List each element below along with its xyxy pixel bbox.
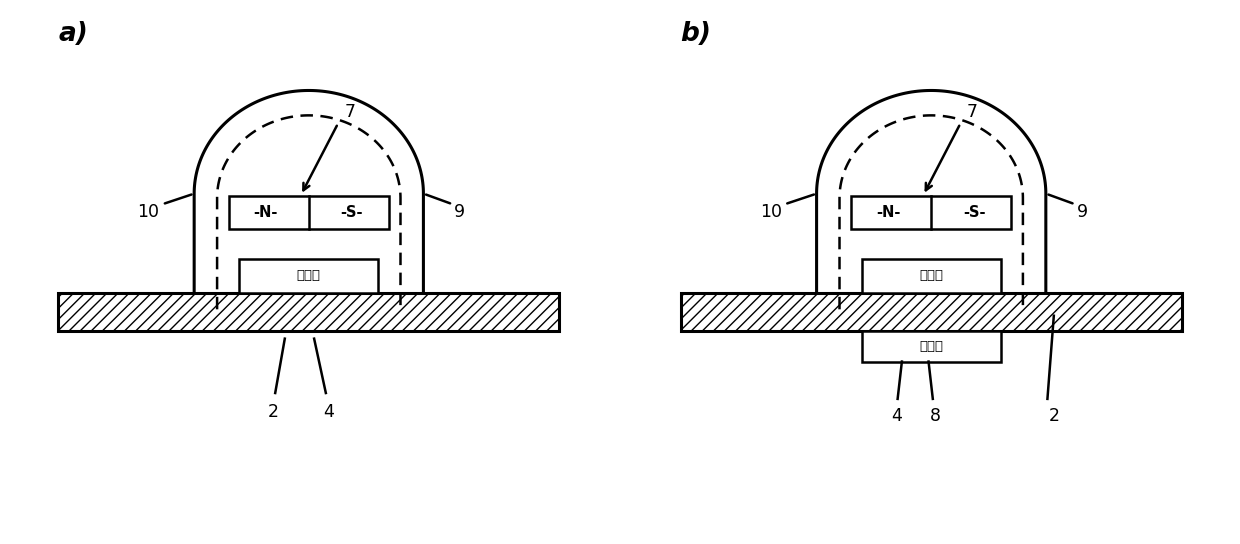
Bar xyxy=(862,259,1001,293)
Text: 传感器: 传感器 xyxy=(296,269,321,282)
Text: 2: 2 xyxy=(1048,407,1059,425)
Text: 4: 4 xyxy=(892,407,901,425)
Text: b): b) xyxy=(681,21,712,47)
Text: 8: 8 xyxy=(930,407,940,425)
Polygon shape xyxy=(817,90,1045,312)
Text: a): a) xyxy=(58,21,88,47)
Text: -S-: -S- xyxy=(341,205,363,220)
Text: 传感器: 传感器 xyxy=(919,269,944,282)
Text: 7: 7 xyxy=(967,103,978,121)
Bar xyxy=(229,196,389,230)
Bar xyxy=(681,293,1182,331)
Text: 9: 9 xyxy=(1076,203,1087,221)
Bar xyxy=(58,293,559,331)
Text: 7: 7 xyxy=(345,103,356,121)
Text: 10: 10 xyxy=(138,203,160,221)
Text: -S-: -S- xyxy=(963,205,986,220)
Text: 9: 9 xyxy=(454,203,465,221)
Text: 目标体: 目标体 xyxy=(919,339,944,353)
Bar xyxy=(851,196,1011,230)
Text: 2: 2 xyxy=(268,403,279,421)
Text: -N-: -N- xyxy=(875,205,900,220)
Text: 4: 4 xyxy=(324,403,335,421)
Text: -N-: -N- xyxy=(253,205,278,220)
Bar xyxy=(862,331,1001,362)
Text: 10: 10 xyxy=(760,203,782,221)
Polygon shape xyxy=(195,90,423,312)
Bar xyxy=(239,259,378,293)
